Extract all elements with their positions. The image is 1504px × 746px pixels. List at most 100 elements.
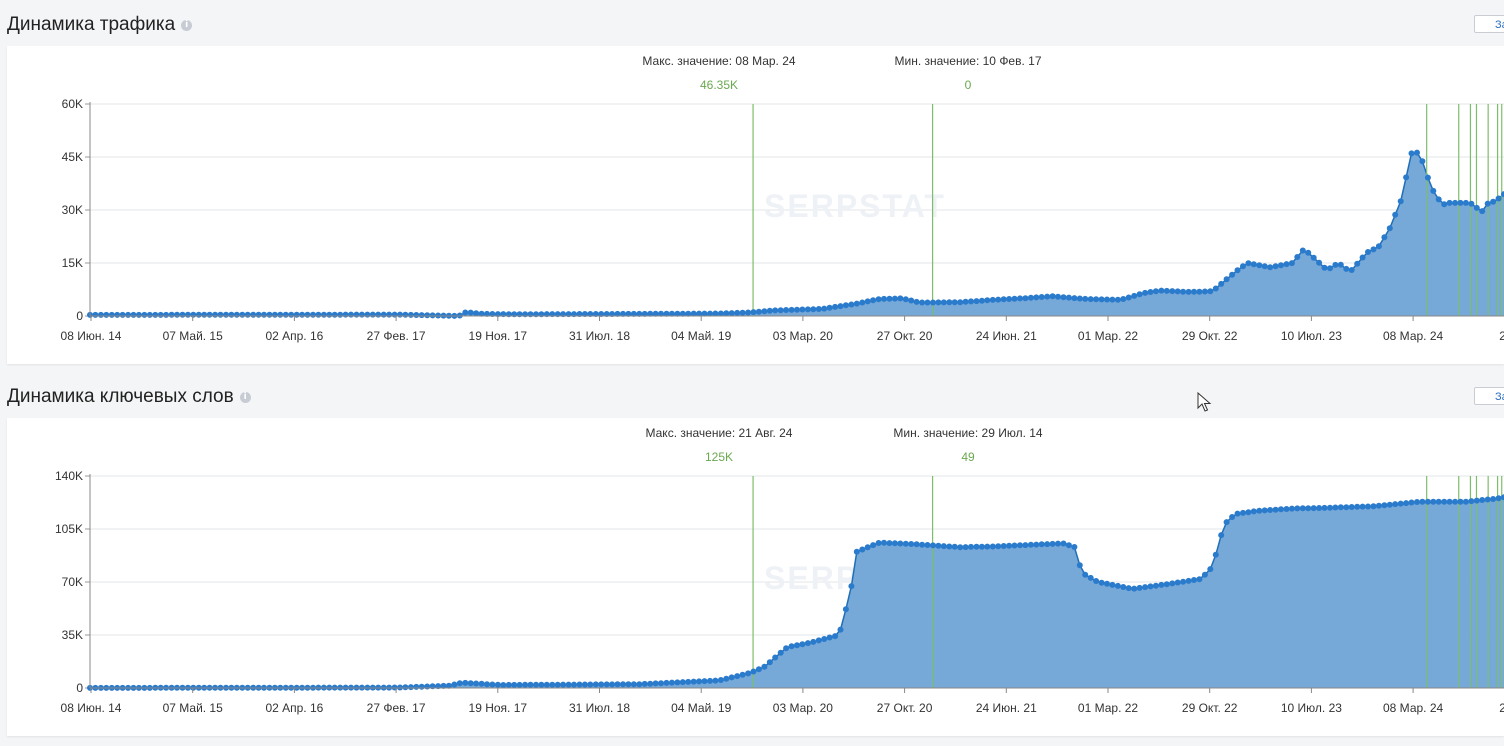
- data-point: [1125, 294, 1132, 301]
- data-point: [968, 543, 974, 550]
- data-point: [1017, 542, 1023, 549]
- data-point: [1414, 149, 1420, 156]
- data-point: [717, 310, 724, 317]
- data-point: [1098, 296, 1105, 303]
- data-point: [881, 295, 887, 302]
- export-button[interactable]: За: [1474, 387, 1504, 405]
- data-point: [1076, 562, 1083, 569]
- data-point: [870, 542, 877, 549]
- data-point: [1250, 508, 1257, 515]
- data-point: [1049, 540, 1056, 547]
- data-point: [1397, 198, 1404, 205]
- x-tick-label: 27 Фев. 17: [367, 329, 426, 343]
- data-point: [478, 680, 485, 687]
- data-point: [1441, 498, 1448, 505]
- y-tick-label: 0: [76, 309, 83, 323]
- data-point: [397, 311, 403, 318]
- data-point: [668, 679, 675, 686]
- data-point: [1283, 506, 1290, 512]
- data-point: [1104, 580, 1110, 587]
- data-point: [1011, 542, 1018, 549]
- data-point: [1180, 578, 1187, 585]
- data-point: [228, 311, 235, 318]
- data-point: [739, 671, 746, 678]
- data-point: [1419, 498, 1426, 505]
- data-point: [467, 309, 474, 316]
- data-point: [462, 679, 469, 686]
- data-point: [739, 309, 746, 316]
- data-point: [445, 682, 452, 689]
- data-point: [940, 543, 947, 550]
- data-point: [141, 311, 148, 318]
- data-point: [1158, 581, 1165, 588]
- data-point: [712, 677, 719, 684]
- data-point: [919, 541, 926, 548]
- data-point: [505, 681, 512, 688]
- info-icon[interactable]: i: [239, 391, 251, 403]
- data-point: [658, 680, 664, 687]
- data-point: [788, 306, 795, 313]
- data-point: [135, 311, 142, 318]
- data-point: [1414, 499, 1420, 505]
- data-point: [1446, 498, 1453, 505]
- data-point: [1294, 254, 1301, 260]
- data-point: [1294, 505, 1301, 512]
- data-point: [1354, 503, 1361, 510]
- data-point: [870, 297, 877, 304]
- data-point: [1152, 582, 1159, 589]
- data-point: [924, 542, 931, 548]
- data-point: [130, 311, 137, 318]
- data-point: [1392, 211, 1399, 218]
- data-point: [1283, 261, 1290, 268]
- data-point: [277, 311, 284, 318]
- x-tick-label: 29 Окт. 22: [1182, 701, 1238, 715]
- data-point: [1082, 571, 1089, 578]
- data-point: [114, 311, 121, 318]
- min-value-label: Мин. значение: 29 Июл. 14: [893, 426, 1043, 440]
- data-point: [913, 298, 920, 305]
- data-point: [1278, 262, 1284, 269]
- x-tick-label: 08 Мар. 24: [1383, 701, 1444, 715]
- data-point: [516, 681, 523, 688]
- data-point: [1419, 158, 1426, 165]
- data-point: [1365, 503, 1371, 510]
- info-icon[interactable]: i: [181, 19, 193, 31]
- x-tick-label: 24 Июн. 21: [976, 329, 1037, 343]
- data-point: [837, 626, 844, 633]
- data-point: [527, 681, 534, 688]
- data-point: [1229, 271, 1236, 278]
- data-point: [690, 678, 697, 685]
- data-point: [1310, 505, 1317, 512]
- x-tick-label: 19 Ноя. 17: [469, 329, 528, 343]
- data-point: [146, 311, 153, 318]
- data-point: [1120, 584, 1127, 590]
- data-point: [413, 683, 420, 690]
- data-point: [271, 311, 278, 318]
- data-point: [902, 296, 909, 303]
- data-point: [864, 298, 871, 305]
- data-point: [380, 311, 387, 318]
- data-point: [326, 311, 333, 318]
- data-point: [853, 300, 860, 307]
- data-point: [674, 679, 681, 686]
- data-point: [1240, 509, 1246, 516]
- data-point: [777, 307, 784, 314]
- data-point: [1473, 497, 1480, 504]
- data-point: [1288, 505, 1295, 512]
- data-point: [168, 311, 175, 318]
- x-tick-label: 01 Мар. 22: [1078, 701, 1139, 715]
- data-point: [1196, 576, 1203, 583]
- data-point: [489, 681, 496, 688]
- x-tick-label: 24 Июн. 21: [976, 701, 1037, 715]
- data-point: [1359, 254, 1366, 261]
- data-point: [1468, 200, 1475, 207]
- data-point: [1435, 498, 1442, 505]
- data-point: [712, 310, 719, 317]
- export-button[interactable]: За: [1474, 15, 1504, 33]
- data-point: [728, 310, 735, 317]
- data-point: [777, 649, 784, 656]
- data-point: [1142, 289, 1149, 296]
- data-point: [679, 679, 686, 686]
- data-point: [1044, 541, 1051, 548]
- data-point: [1381, 502, 1388, 509]
